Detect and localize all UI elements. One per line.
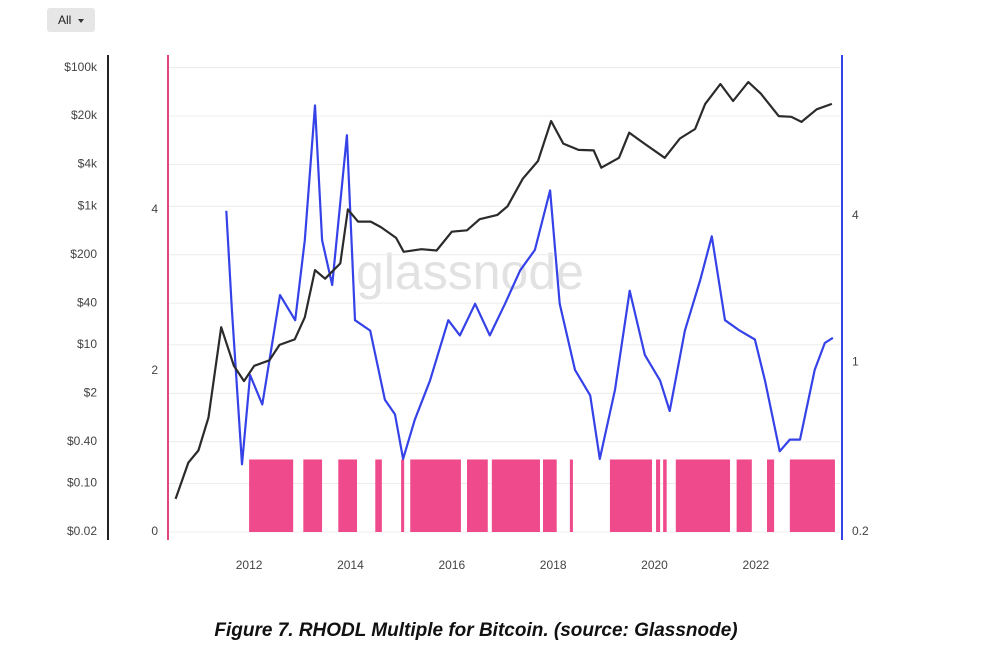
x-tick-label: 2022 bbox=[743, 558, 770, 572]
x-tick-label: 2014 bbox=[337, 558, 364, 572]
signal-bar bbox=[410, 459, 461, 532]
signal-bar bbox=[569, 459, 573, 532]
y-tick-label: $4k bbox=[78, 157, 98, 171]
signal-bar bbox=[467, 459, 488, 532]
signal-bar bbox=[249, 459, 294, 532]
x-tick-label: 2016 bbox=[438, 558, 465, 572]
series-line bbox=[174, 80, 833, 500]
y-tick-label: $200 bbox=[70, 247, 97, 261]
signal-bar bbox=[656, 459, 661, 532]
x-tick-label: 2020 bbox=[641, 558, 668, 572]
dropdown-box[interactable] bbox=[47, 8, 95, 32]
y-tick-label: $1k bbox=[78, 198, 98, 212]
signal-bar bbox=[767, 459, 775, 532]
y-tick-label: $0.02 bbox=[67, 524, 97, 538]
y-tick-label: $0.40 bbox=[67, 434, 97, 448]
caption: Figure 7. RHODL Multiple for Bitcoin. (s… bbox=[214, 620, 737, 641]
signal-bar bbox=[543, 459, 557, 532]
signal-bar bbox=[303, 459, 323, 532]
y3-tick-label: 4 bbox=[151, 202, 158, 216]
y-tick-label: $0.10 bbox=[67, 476, 97, 490]
signal-bar bbox=[491, 459, 540, 532]
range-dropdown[interactable]: All bbox=[47, 8, 95, 32]
y-tick-label: $40 bbox=[77, 295, 97, 309]
y-tick-label: $100k bbox=[64, 60, 98, 74]
signal-bar bbox=[338, 459, 358, 532]
dropdown-caret[interactable] bbox=[78, 19, 84, 23]
y-tick-label: $10 bbox=[77, 337, 97, 351]
y3-tick-label: 0 bbox=[151, 524, 158, 538]
signal-bar bbox=[675, 459, 731, 532]
x-tick-label: 2012 bbox=[236, 558, 263, 572]
signal-bar bbox=[401, 459, 405, 532]
signal-bar bbox=[789, 459, 835, 532]
y3-tick-label: 2 bbox=[151, 363, 158, 377]
y-tick-label: $20k bbox=[71, 108, 98, 122]
series-line bbox=[225, 104, 834, 466]
y2-tick-label: 0.2 bbox=[852, 524, 869, 538]
signal-bar bbox=[375, 459, 382, 532]
signal-bar bbox=[609, 459, 652, 532]
x-tick-label: 2018 bbox=[540, 558, 567, 572]
y2-tick-label: 4 bbox=[852, 208, 859, 222]
y-tick-label: $2 bbox=[84, 386, 98, 400]
watermark: glassnode bbox=[356, 244, 584, 300]
y2-tick-label: 1 bbox=[852, 354, 859, 368]
dropdown-label[interactable]: All bbox=[58, 13, 71, 27]
signal-bar bbox=[736, 459, 752, 532]
signal-bar bbox=[663, 459, 667, 532]
